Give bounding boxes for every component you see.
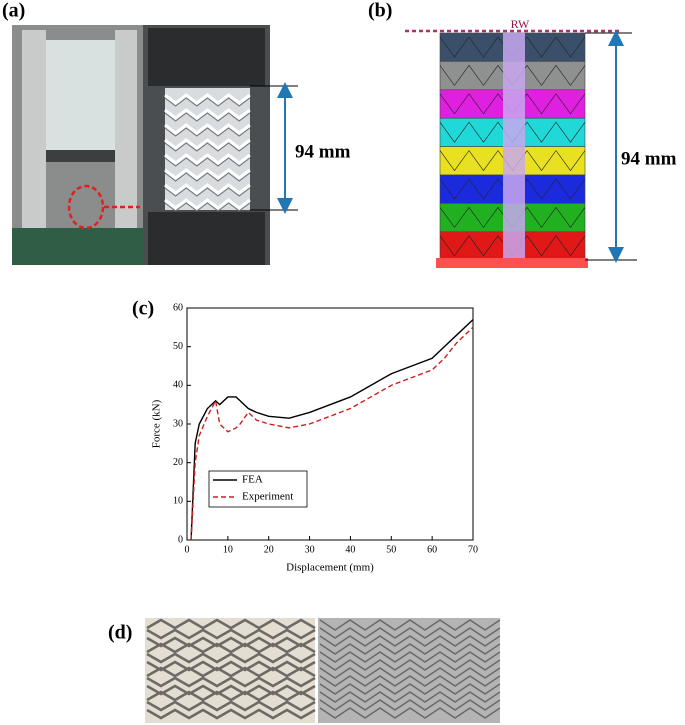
fold (164, 138, 251, 150)
simulated-fold (319, 691, 501, 703)
x-tick-label: 10 (223, 544, 233, 555)
y-tick-label: 50 (173, 341, 183, 352)
fold (164, 168, 251, 180)
fold (164, 153, 251, 165)
simulated-fold (319, 635, 501, 647)
machine-crosshead (46, 150, 115, 162)
lower-platen (148, 212, 265, 265)
x-tick-label: 30 (305, 544, 315, 555)
y-tick-label: 30 (173, 418, 183, 429)
simulated-fold (319, 651, 501, 663)
highlight-circle (67, 184, 105, 230)
x-tick-label: 60 (427, 544, 437, 555)
x-tick-label: 50 (386, 544, 396, 555)
x-tick-label: 70 (468, 544, 478, 555)
center-strip (503, 33, 525, 260)
simulated-fold (319, 619, 501, 631)
crushed-fold (146, 652, 316, 664)
series-line (190, 326, 474, 541)
crushed-fold (146, 618, 316, 630)
legend-box (208, 470, 308, 508)
fold (164, 123, 251, 135)
x-tick-label: 20 (264, 544, 274, 555)
crushed-fold (146, 708, 316, 720)
simulated-fold (319, 675, 501, 687)
simulated-fold (319, 627, 501, 639)
panel-label: (b) (368, 0, 392, 22)
fold-shadow (164, 172, 251, 182)
crushed-fold (146, 684, 316, 696)
simulated-fold (319, 699, 501, 711)
dimension-label: 94 mm (621, 148, 677, 169)
dimension-label: 94 mm (295, 141, 351, 162)
fold-shadow (164, 157, 251, 167)
y-tick-label: 60 (173, 302, 183, 313)
crushed-fold (146, 700, 316, 712)
fold-shadow (164, 97, 251, 107)
y-tick-label: 20 (173, 457, 183, 468)
rigid-wall-label: RW (511, 17, 530, 31)
x-axis-label: Displacement (mm) (286, 562, 374, 574)
x-tick-label: 0 (185, 544, 190, 555)
fold-shadow (164, 202, 251, 212)
panel-label: (a) (2, 0, 25, 22)
crushed-fold (146, 636, 316, 648)
legend-label: FEA (242, 474, 263, 486)
machine-base (12, 228, 143, 265)
fold-shadow (164, 187, 251, 197)
x-tick-label: 40 (345, 544, 355, 555)
upper-platen (148, 28, 265, 86)
simulated-fold (319, 667, 501, 679)
base-wall (436, 258, 588, 268)
fold-shadow (164, 127, 251, 137)
machine-column (22, 30, 46, 235)
photo-crushed (145, 618, 315, 723)
crushed-fold (146, 666, 316, 678)
y-tick-label: 40 (173, 380, 183, 391)
fold-shadow (164, 112, 251, 122)
fold-shadow (164, 142, 251, 152)
y-axis-label: Force (kN) (151, 399, 163, 448)
fold (164, 93, 251, 105)
machine-window (46, 40, 115, 150)
y-tick-label: 10 (173, 496, 183, 507)
series-line (190, 319, 474, 541)
crushed-fold (146, 676, 316, 688)
fold (164, 108, 251, 120)
legend-label: Experiment (242, 491, 293, 503)
fold (164, 183, 251, 195)
fold (164, 198, 251, 210)
y-tick-label: 0 (178, 534, 183, 545)
simulated-fold (319, 683, 501, 695)
simulated-fold (319, 707, 501, 719)
crushed-fold (146, 642, 316, 654)
panel-label: (c) (132, 298, 154, 320)
panel-label: (d) (108, 622, 132, 644)
machine-column (115, 30, 137, 235)
crushed-fold (146, 628, 316, 640)
crushed-fold (146, 690, 316, 702)
crushed-fold (146, 660, 316, 672)
simulated-fold (319, 643, 501, 655)
simulated-fold (319, 659, 501, 671)
